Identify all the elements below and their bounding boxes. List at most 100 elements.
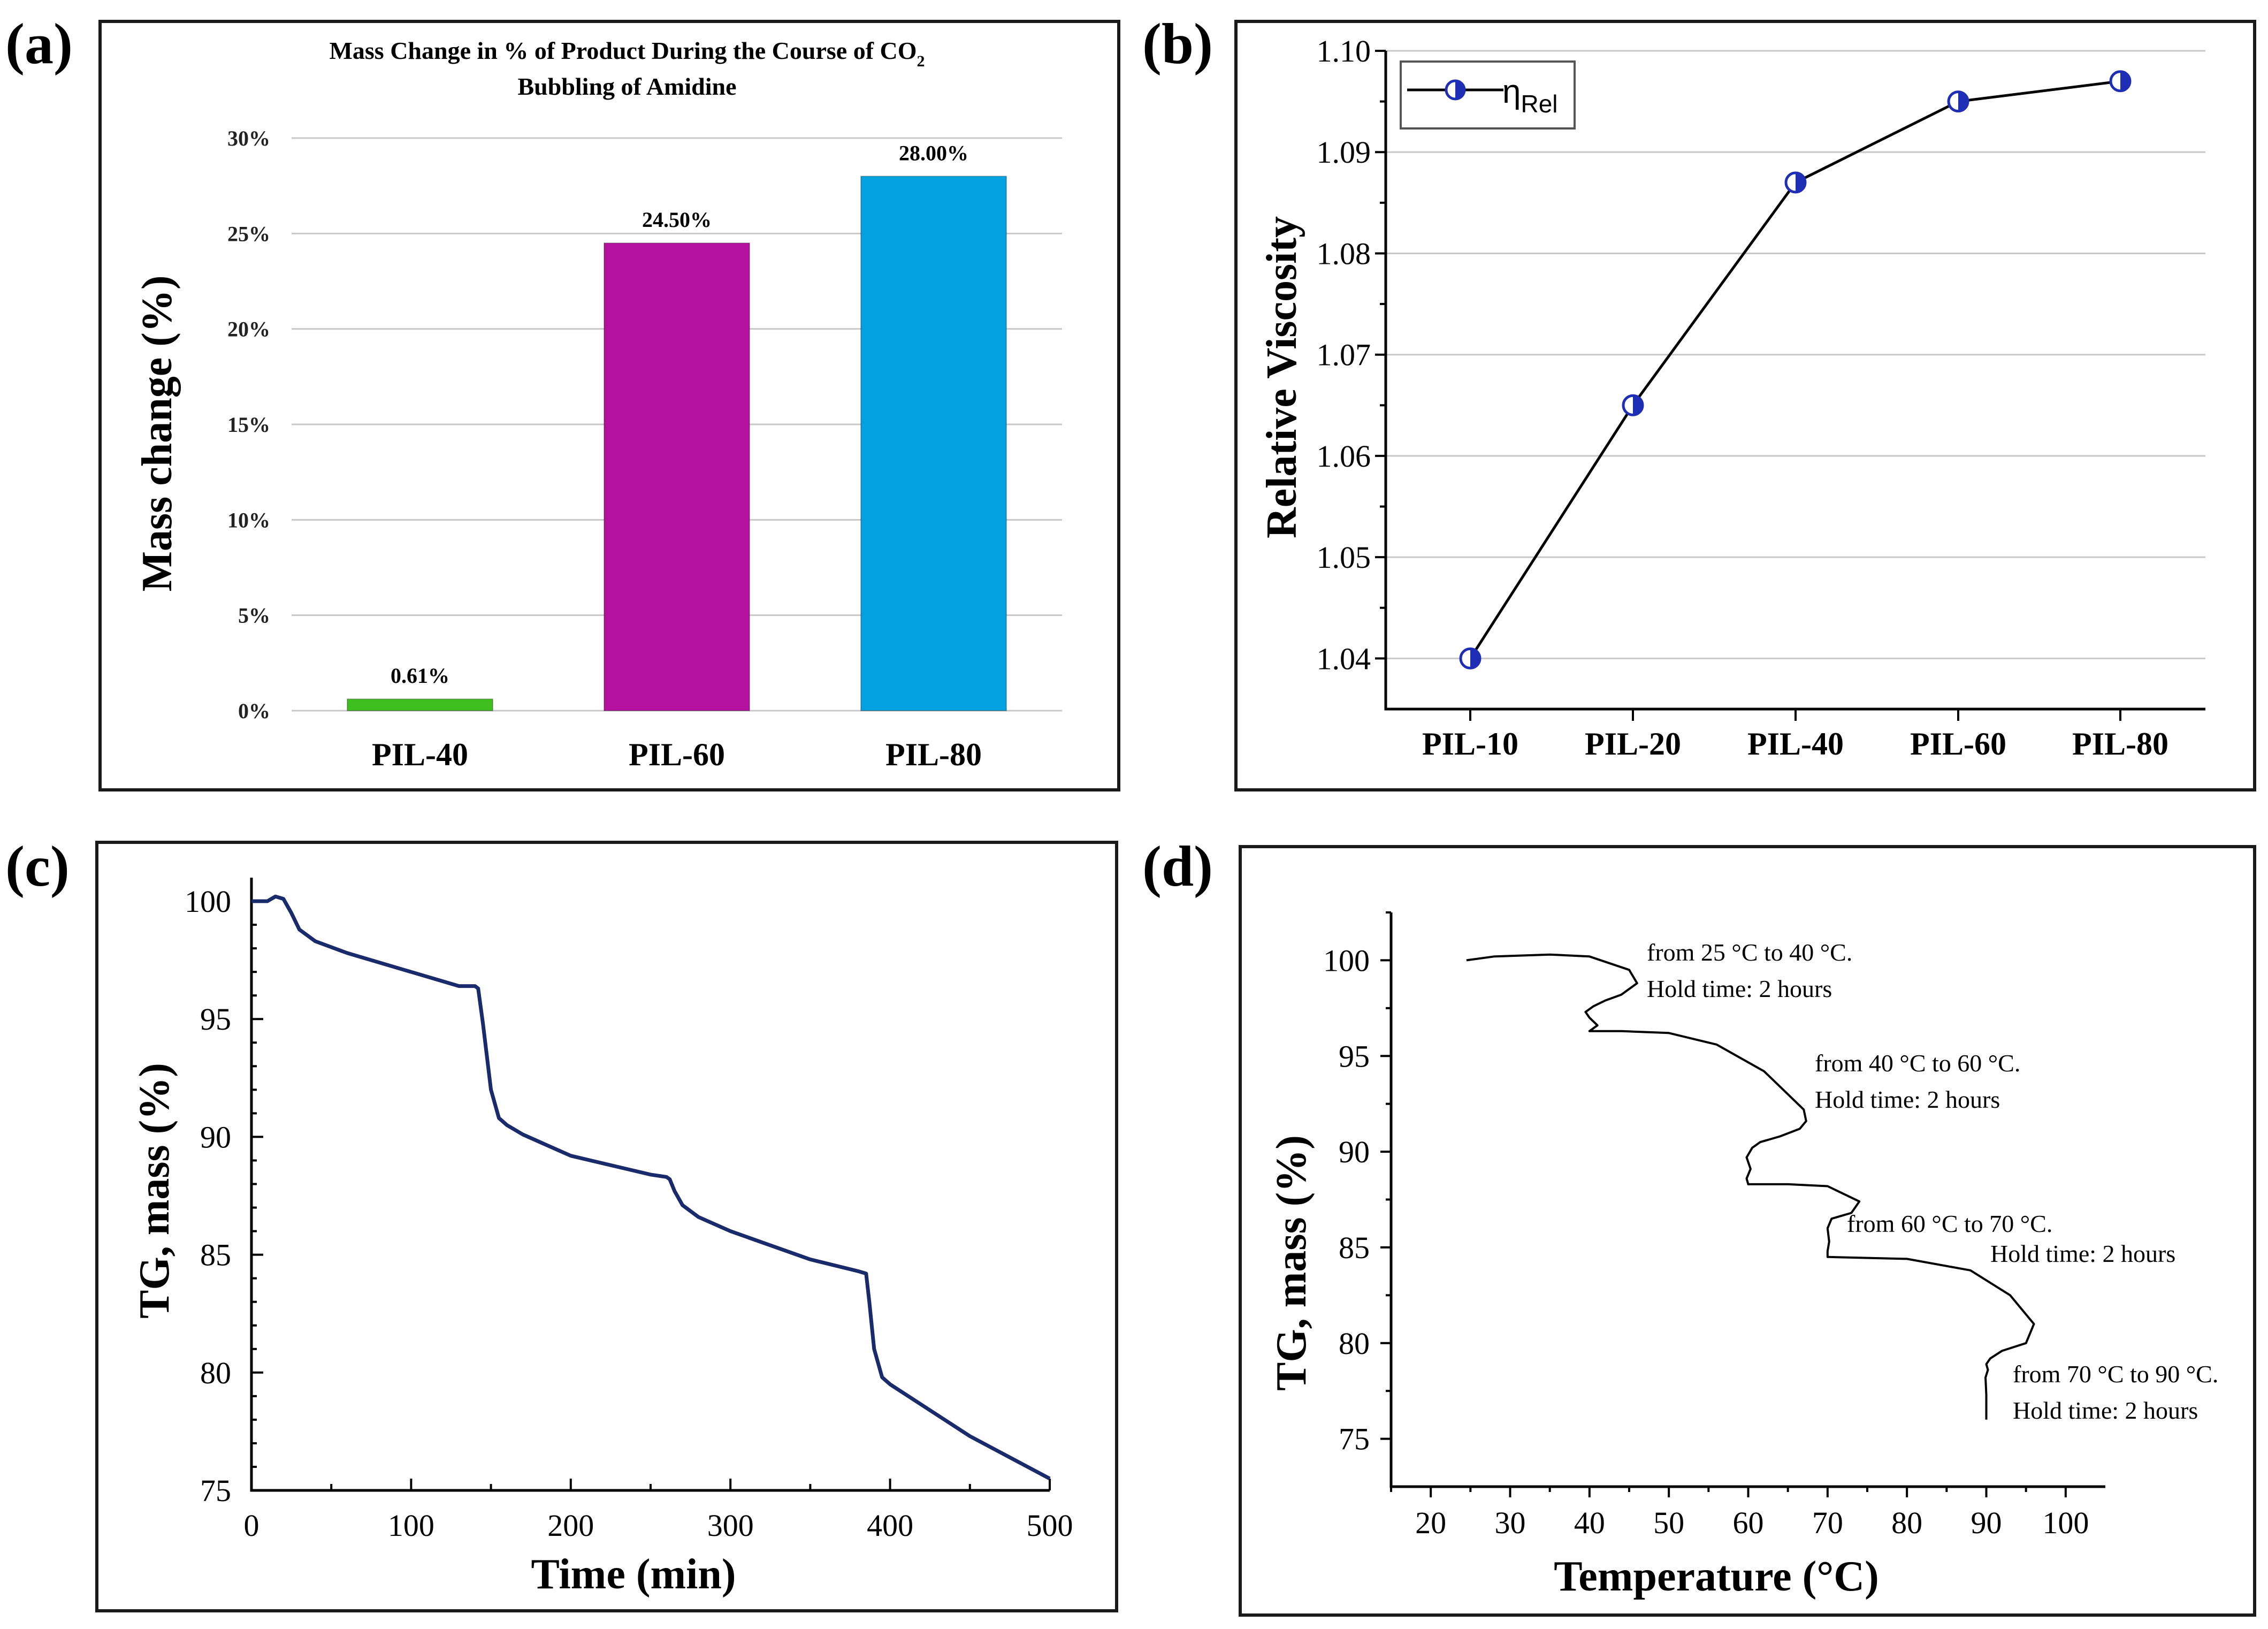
chart-b-gridlines (1386, 50, 2205, 659)
chart-d-y-tick-label: 100 (1323, 943, 1370, 978)
chart-d-y-tick-label: 75 (1339, 1422, 1370, 1457)
chart-a-data-label: 28.00% (899, 141, 968, 165)
chart-c-y-tick-label: 75 (200, 1473, 231, 1508)
chart-c-y-tick-label: 90 (200, 1120, 231, 1154)
chart-b-point-fill (1796, 173, 1805, 192)
chart-b-category-label: PIL-40 (1747, 726, 1844, 762)
chart-c-x-tick-label: 400 (867, 1508, 913, 1543)
chart-b-y-tick-label: 1.09 (1317, 135, 1371, 170)
chart-a-category-label: PIL-40 (372, 737, 468, 772)
chart-d-annotation-hold: Hold time: 2 hours (1647, 975, 1832, 1002)
chart-d-annotation-range: from 60 °C to 70 °C. (1847, 1210, 2052, 1237)
chart-d-x-tick-label: 50 (1653, 1505, 1684, 1540)
chart-a-category-labels: PIL-40 PIL-60 PIL-80 (372, 737, 982, 772)
chart-d-annotation-range: from 70 °C to 90 °C. (2013, 1360, 2218, 1388)
chart-b-axes (1375, 50, 2205, 721)
chart-a-y-tick-label: 10% (227, 508, 270, 532)
chart-d-y-axis-title: TG, mass (%) (1268, 1135, 1315, 1391)
chart-a-title-line2: Bubbling of Amidine (517, 73, 736, 100)
panel-d-label: (d) (1142, 835, 1213, 899)
panel-c-tg-time-chart: (c) 0 100 200 300 400 500 75 80 85 90 95 100 Time (… (5, 835, 1118, 1612)
chart-d-y-tick-label: 90 (1339, 1135, 1370, 1169)
chart-b-axis-lines (1384, 51, 2205, 711)
chart-d-x-tick-label: 80 (1891, 1505, 1922, 1540)
chart-c-x-tick-label: 200 (547, 1508, 594, 1543)
chart-d-annotation-hold: Hold time: 2 hours (1815, 1086, 2000, 1113)
chart-d-axes (1380, 911, 2105, 1497)
chart-c-y-tick-label: 95 (200, 1002, 231, 1037)
chart-d-x-tick-label: 90 (1971, 1505, 2002, 1540)
chart-d-x-tick-label: 70 (1812, 1505, 1843, 1540)
chart-a-data-label: 24.50% (642, 208, 712, 232)
chart-d-y-tick-label: 80 (1339, 1326, 1370, 1361)
chart-c-x-axis-title: Time (min) (531, 1551, 736, 1598)
chart-c-x-tick-label: 300 (707, 1508, 754, 1543)
chart-c-tick-labels: 0 100 200 300 400 500 75 80 85 90 95 100 (185, 884, 1073, 1543)
chart-b-y-tick-label: 1.06 (1317, 439, 1371, 474)
chart-b-y-tick-label: 1.04 (1317, 641, 1371, 676)
chart-d-tick-labels: 20 30 40 50 60 70 80 90 100 75 80 85 90 95 100 (1323, 943, 2089, 1540)
chart-a-y-tick-label: 15% (227, 413, 270, 437)
chart-a-bar (604, 242, 750, 711)
chart-a-y-tick-label: 0% (238, 699, 270, 723)
chart-c-x-tick-label: 100 (388, 1508, 434, 1543)
chart-b-point-fill (1633, 395, 1643, 415)
panel-a-bar-chart: (a) Mass Change in % of Product During t… (5, 12, 1120, 791)
panel-b-frame (1234, 20, 2256, 791)
chart-a-bar (860, 176, 1007, 712)
chart-a-y-tick-labels: 0% 5% 10% 15% 20% 25% 30% (227, 126, 270, 723)
chart-b-y-tick-label: 1.08 (1317, 236, 1371, 271)
chart-a-y-tick-label: 5% (238, 604, 270, 628)
chart-d-x-axis-title: Temperature (°C) (1554, 1553, 1878, 1600)
chart-d-series-line (1466, 953, 2035, 1420)
legend-marker-half-icon (1455, 81, 1464, 99)
chart-d-y-tick-label: 85 (1339, 1230, 1370, 1265)
panel-d-tg-temperature-chart: (d) 20 30 40 50 60 70 80 90 100 75 80 85 90 95 100 fro… (1142, 835, 2256, 1617)
chart-c-y-axis-title: TG, mass (%) (131, 1063, 178, 1319)
chart-d-x-tick-label: 60 (1733, 1505, 1764, 1540)
chart-b-y-tick-label: 1.07 (1317, 338, 1371, 372)
chart-a-y-axis-title: Mass change (%) (134, 275, 181, 591)
legend-label: ηRel (1502, 73, 1558, 118)
chart-b-y-tick-label: 1.10 (1317, 34, 1371, 68)
chart-b-point-fill (1470, 649, 1480, 668)
chart-a-title-line1: Mass Change in % of Product During the C… (329, 37, 925, 70)
chart-b-legend: ηRel (1400, 60, 1576, 130)
chart-b-category-label: PIL-80 (2072, 726, 2168, 762)
chart-c-series (251, 894, 1051, 1481)
chart-c-y-tick-label: 85 (200, 1238, 231, 1273)
chart-b-y-tick-labels: 1.04 1.05 1.06 1.07 1.08 1.09 1.10 (1317, 34, 1371, 676)
chart-a-y-tick-label: 20% (227, 317, 270, 341)
chart-d-x-tick-label: 100 (2042, 1505, 2089, 1540)
chart-b-category-label: PIL-10 (1422, 726, 1518, 762)
chart-d-annotation-range: from 40 °C to 60 °C. (1815, 1049, 2020, 1077)
chart-b-category-label: PIL-20 (1585, 726, 1681, 762)
chart-d-y-tick-label: 95 (1339, 1039, 1370, 1074)
chart-d-x-tick-label: 30 (1495, 1505, 1526, 1540)
chart-b-category-label: PIL-60 (1910, 726, 2006, 762)
chart-b-point-fill (1958, 92, 1968, 111)
chart-a-data-labels: 0.61% 24.50% 28.00% (391, 141, 968, 688)
chart-a-bars (347, 176, 1007, 712)
chart-c-x-tick-label: 500 (1027, 1508, 1073, 1543)
chart-a-y-tick-label: 25% (227, 222, 270, 246)
panel-b-line-chart: (b) 1.041.051.061.071.081.091.10 PIL-10 P… (1142, 12, 2256, 791)
legend-frame (1400, 60, 1576, 130)
chart-a-category-label: PIL-80 (885, 737, 982, 772)
chart-d-annotation-hold: Hold time: 2 hours (1990, 1240, 2175, 1267)
chart-c-x-tick-label: 0 (244, 1508, 259, 1543)
chart-c-y-tick-label: 80 (200, 1356, 231, 1390)
panel-c-label: (c) (5, 835, 70, 899)
chart-d-series (1466, 953, 2035, 1420)
chart-b-category-labels: PIL-10 PIL-20 PIL-40 PIL-60 PIL-80 (1422, 726, 2168, 762)
panel-a-label: (a) (5, 12, 73, 76)
chart-d-annotations: from 25 °C to 40 °C. Hold time: 2 hours fr… (1647, 939, 2218, 1424)
chart-d-x-tick-label: 20 (1415, 1505, 1446, 1540)
chart-b-series (1459, 70, 2132, 669)
chart-c-y-tick-label: 100 (185, 884, 231, 919)
chart-a-category-label: PIL-60 (629, 737, 725, 772)
chart-a-y-tick-label: 30% (227, 126, 270, 150)
chart-d-annotation-range: from 25 °C to 40 °C. (1647, 939, 1852, 966)
chart-c-series-line (251, 894, 1051, 1481)
